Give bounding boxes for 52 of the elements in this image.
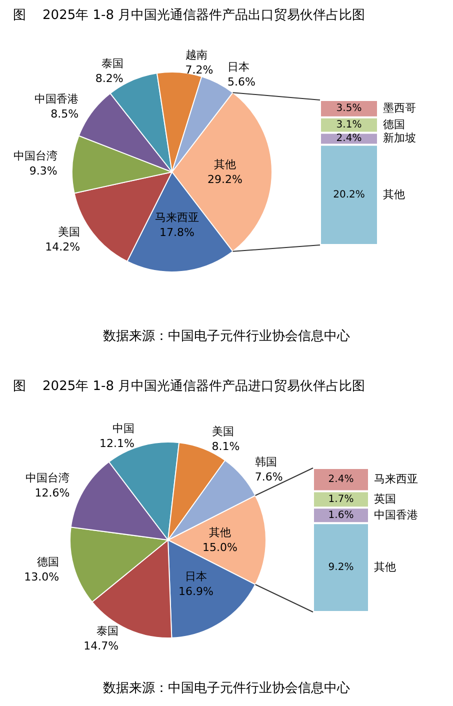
slice-label: 其他 [209, 526, 231, 539]
series-label: 新加坡 [383, 132, 416, 145]
data-label: 14.2% [45, 240, 80, 254]
data-label: 12.1% [100, 436, 134, 450]
data-label: 2.4% [336, 133, 362, 144]
slice-label: 美国 [58, 225, 80, 238]
series-label: 墨西哥 [383, 102, 416, 115]
data-label: 7.6% [254, 470, 283, 484]
data-label: 3.5% [336, 103, 362, 114]
data-label: 13.0% [24, 570, 60, 584]
series-label: 其他 [383, 188, 405, 201]
slice-label: 泰国 [96, 624, 119, 638]
chart-title: 图 2025年 1-8 月中国光通信器件产品出口贸易伙伴占比图 [13, 8, 366, 23]
slice-label: 韩国 [254, 456, 277, 469]
data-label: 8.2% [95, 72, 124, 86]
data-label: 9.3% [29, 164, 58, 178]
data-label: 8.5% [50, 108, 79, 121]
series-label: 中国香港 [374, 508, 418, 522]
data-label: 20.2% [333, 189, 365, 200]
slice-label: 德国 [37, 555, 60, 568]
slice-label: 中国香港 [34, 92, 79, 106]
slice-label: 日本 [228, 60, 250, 74]
slice-label: 中国台湾 [26, 472, 70, 485]
slice-label: 日本 [185, 570, 207, 583]
source-note: 数据来源：中国电子元件行业协会信息中心 [103, 680, 350, 696]
series-label: 德国 [383, 118, 405, 132]
series-label: 英国 [374, 492, 396, 506]
slice-label: 中国 [112, 422, 134, 435]
data-label: 1.6% [328, 510, 354, 521]
series-label: 其他 [374, 560, 396, 574]
data-label: 2.4% [328, 474, 354, 486]
source-note: 数据来源：中国电子元件行业协会信息中心 [103, 328, 350, 344]
slice-label: 美国 [212, 425, 234, 438]
data-label: 15.0% [202, 541, 238, 554]
data-label: 29.2% [208, 173, 242, 186]
slice-label: 其他 [214, 158, 236, 171]
data-label: 14.7% [84, 639, 119, 652]
data-label: 5.6% [228, 75, 256, 88]
data-label: 3.1% [336, 120, 362, 131]
slice-label: 越南 [185, 48, 208, 62]
data-label: 16.9% [178, 584, 214, 598]
data-label: 17.8% [160, 226, 194, 239]
slice-label: 马来西亚 [154, 210, 199, 224]
series-label: 马来西亚 [374, 472, 418, 486]
data-label: 1.7% [328, 494, 354, 505]
data-label: 8.1% [212, 440, 240, 454]
data-label: 7.2% [185, 63, 214, 76]
data-label: 12.6% [34, 486, 70, 500]
slice-label: 中国台湾 [13, 149, 58, 162]
slice-label: 泰国 [101, 57, 124, 70]
data-label: 9.2% [328, 562, 354, 574]
chart-title: 图 2025年 1-8 月中国光通信器件产品进口贸易伙伴占比图 [13, 379, 366, 394]
